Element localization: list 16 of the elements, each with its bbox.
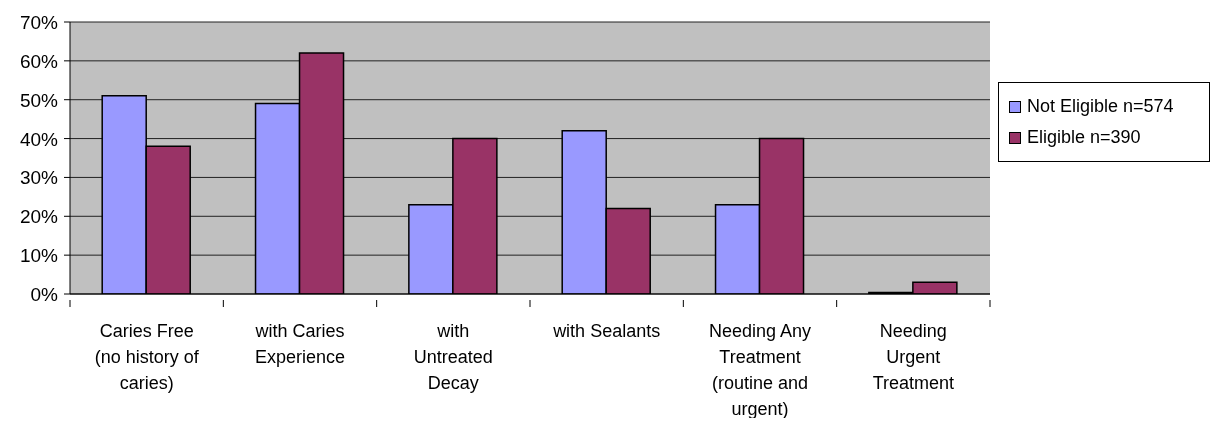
y-tick-label: 40% — [19, 128, 59, 150]
x-tick-label: Caries Free (no history of caries) — [94, 321, 200, 393]
y-tick-label: 50% — [19, 89, 59, 111]
legend-label: Eligible n=390 — [1027, 127, 1141, 148]
legend-label: Not Eligible n=574 — [1027, 96, 1174, 117]
y-tick-label: 20% — [19, 206, 59, 228]
x-tick-label: Needing Urgent Treatment — [872, 321, 955, 393]
y-tick-label: 60% — [19, 50, 59, 72]
y-tick-label: 30% — [19, 167, 59, 189]
x-tick-label: with Untreated Decay — [413, 321, 493, 393]
x-tick-label: with Caries Experience — [254, 321, 346, 367]
y-tick-label: 70% — [19, 12, 59, 33]
x-tick-label: with Sealants — [552, 321, 661, 341]
x-tick-label: Needing Any Treatment (routine and urgent) — [708, 321, 812, 419]
y-tick-label: 0% — [30, 284, 59, 305]
y-tick-label: 10% — [19, 245, 59, 267]
